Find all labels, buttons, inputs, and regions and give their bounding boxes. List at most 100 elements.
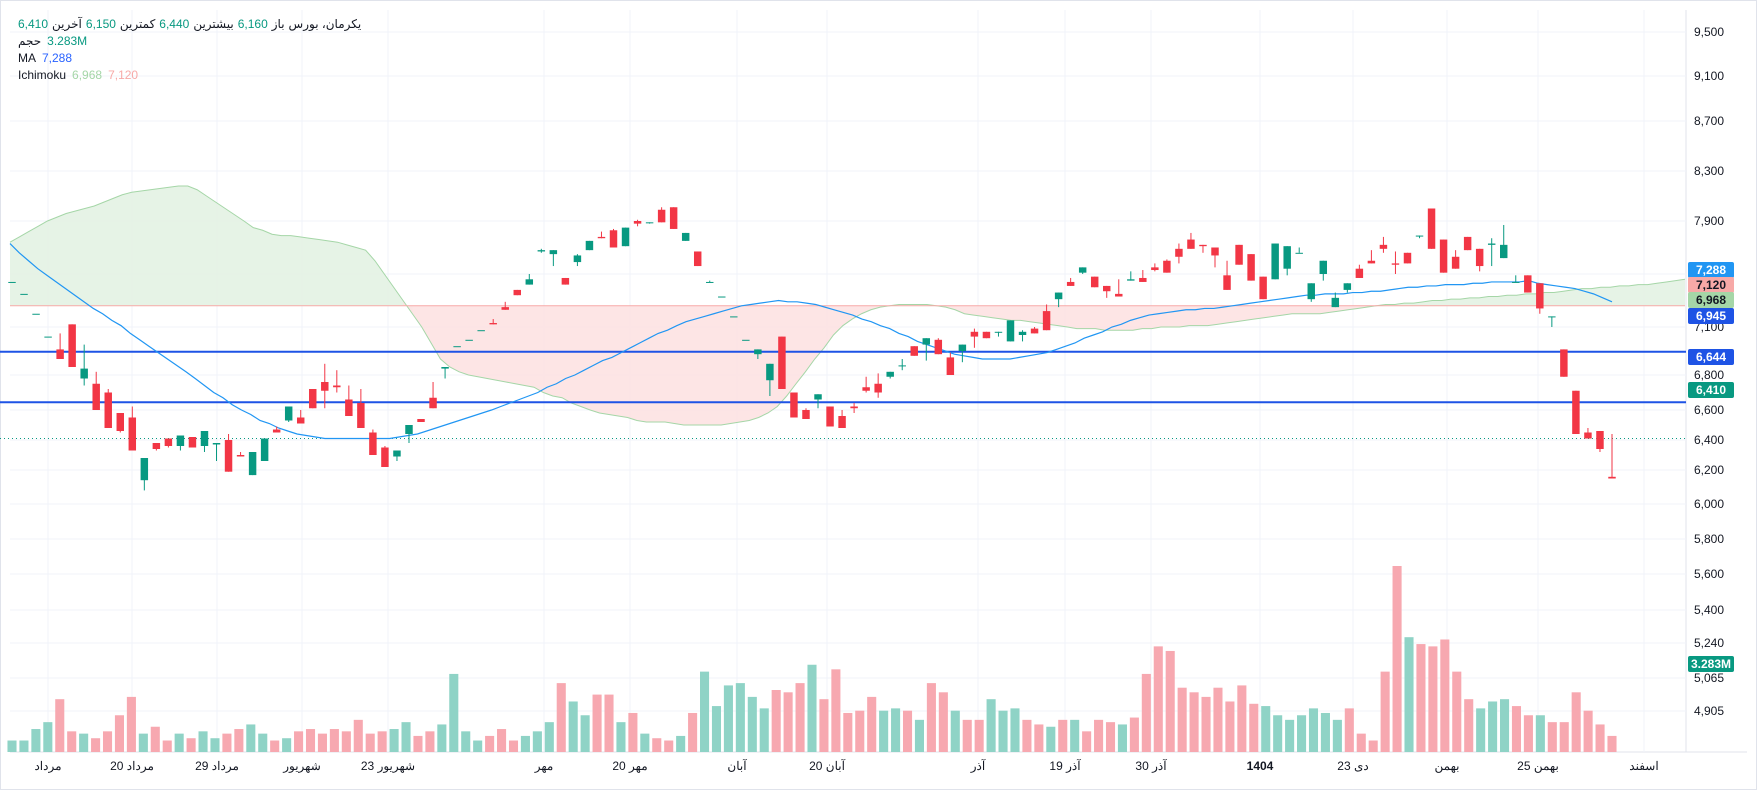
candle-body (1355, 268, 1364, 278)
volume-bar (902, 710, 913, 752)
x-tick-label: اسفند (1629, 759, 1658, 773)
legend-open-value: 6,160 (237, 17, 268, 31)
volume-bar (914, 719, 924, 752)
volume-bar (1010, 708, 1020, 752)
x-tick-label: 20 مهر (612, 759, 647, 773)
volume-bar (222, 733, 232, 752)
candle-body (850, 406, 858, 409)
y-tick-label: 6,600 (1694, 403, 1724, 417)
volume-bar (1464, 699, 1474, 752)
volume-bar (485, 735, 495, 752)
candle-body (116, 413, 124, 431)
volume-bar (1297, 715, 1307, 752)
legend-volume-label: حجم (18, 34, 42, 48)
volume-bar (640, 733, 650, 752)
x-tick-label: آذر (970, 758, 986, 773)
price-axis-label: 6,945 (1688, 308, 1734, 324)
volume-bar (1022, 719, 1032, 752)
volume-bar (1511, 706, 1522, 752)
candle-body (1415, 235, 1424, 237)
candle-body (994, 331, 1003, 333)
volume-bar (1070, 719, 1080, 752)
candle-body (934, 339, 943, 355)
price-axis-label-text: 3.283M (1691, 657, 1731, 671)
volume-bar (294, 731, 304, 752)
volume-bar (437, 724, 447, 752)
candle-body (489, 323, 497, 325)
candle-body (766, 363, 774, 381)
y-tick-label: 6,200 (1694, 463, 1724, 477)
candle-body (754, 349, 762, 355)
volume-bar (1261, 706, 1271, 752)
price-axis-label-bg (1688, 277, 1734, 293)
candle-body (1103, 285, 1111, 292)
candle-body (1608, 476, 1616, 479)
price-axis-label-text: 6,945 (1696, 309, 1726, 323)
volume-bar (79, 733, 89, 752)
candle-body (1560, 349, 1568, 377)
candle-body (44, 336, 52, 338)
volume-bar (592, 694, 602, 752)
candle-body (248, 452, 257, 476)
candle-body (898, 365, 906, 367)
candle-body (92, 383, 100, 410)
candle-body (1596, 431, 1604, 449)
legend-ichimoku-value-1: 6,968 (72, 68, 103, 82)
candle-body (1343, 283, 1352, 290)
volume-bar (258, 733, 268, 752)
candle-body (706, 281, 714, 283)
volume-bar (329, 729, 339, 752)
volume-bar (783, 692, 793, 752)
volume-bar (1559, 722, 1569, 752)
candle-body (381, 447, 389, 467)
volume-bar (1189, 692, 1199, 752)
volume-bar (1476, 708, 1486, 752)
volume-bar (425, 731, 435, 752)
volume-bar (317, 733, 327, 752)
candle-body (20, 293, 28, 295)
candle-body (200, 431, 209, 446)
candle-body (561, 277, 570, 285)
volume-bar (1404, 637, 1414, 752)
candle-body (1500, 244, 1508, 259)
volume-bar (879, 710, 889, 752)
candle-body (1487, 243, 1496, 245)
candle-body (1066, 281, 1075, 286)
volume-bar (341, 731, 351, 752)
y-tick-label: 5,240 (1694, 636, 1724, 650)
volume-bar (1380, 671, 1390, 752)
candle-body (826, 406, 834, 427)
volume-bar (676, 735, 686, 752)
price-axis-label: 6,644 (1688, 349, 1734, 365)
legend-symbol: یکرمان، بورس (288, 17, 362, 31)
candle-body (1548, 316, 1556, 318)
volume-bar (270, 740, 280, 752)
volume-bar (735, 683, 745, 752)
volume-bar (102, 731, 113, 752)
candle-body (1475, 248, 1484, 267)
volume-bar (795, 683, 805, 752)
volume-bar (1320, 712, 1330, 752)
volume-bar (1488, 701, 1498, 752)
candle-body (922, 338, 931, 345)
price-axis-label: 3.283M (1688, 656, 1734, 672)
candle-body (1127, 279, 1135, 281)
legend-open-label: باز (271, 17, 285, 31)
volume-bar (1165, 650, 1175, 752)
candle-body (1463, 236, 1472, 251)
candle-body (441, 367, 449, 369)
candle-body (645, 222, 654, 224)
candle-body (212, 443, 221, 445)
volume-bar (580, 715, 590, 752)
legend-ohlc-row: یکرمان، بورس باز 6,160 بیشترین 6,440 کمت… (18, 16, 361, 33)
price-axis-label-bg (1688, 349, 1734, 365)
price-axis-label-bg (1688, 292, 1734, 308)
legend-low-value: 6,150 (85, 17, 116, 31)
candle-body (730, 316, 738, 318)
candle-body (345, 399, 353, 416)
candle-body (609, 230, 618, 248)
candle-body (1151, 267, 1159, 271)
volume-bar (1141, 673, 1151, 752)
candle-body (718, 296, 726, 298)
